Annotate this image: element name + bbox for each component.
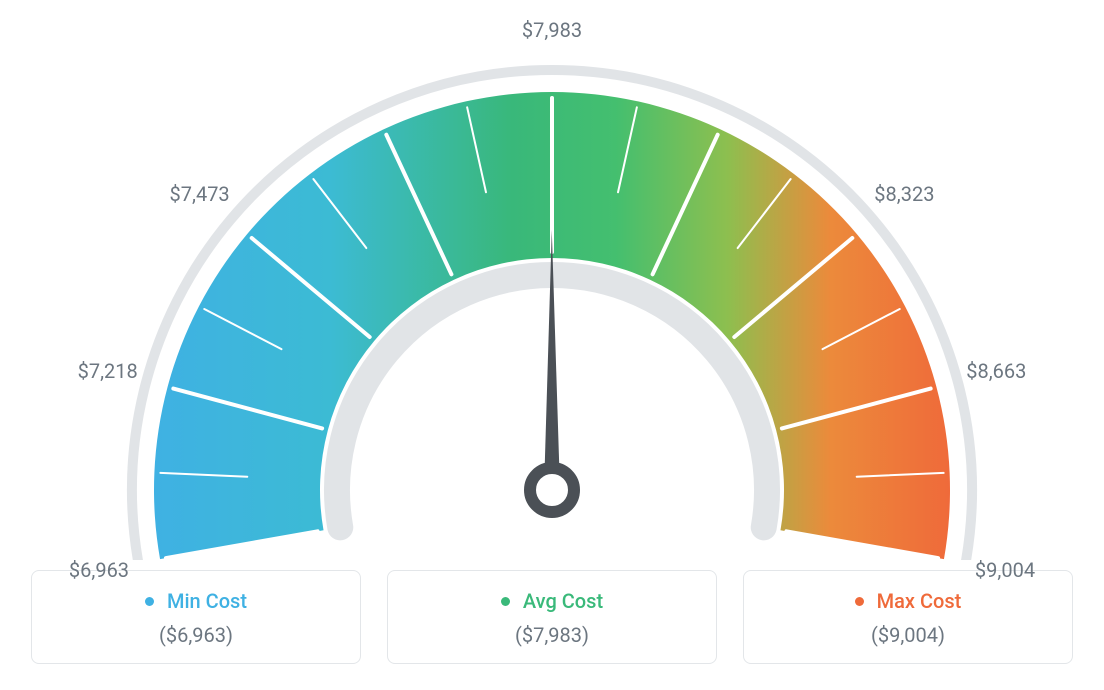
avg-cost-card: Avg Cost ($7,983)	[387, 570, 717, 664]
min-cost-value: ($6,963)	[42, 623, 350, 647]
gauge-tick-label: $7,983	[522, 18, 582, 42]
max-cost-dot-icon	[855, 597, 864, 606]
gauge-tick-label: $8,663	[966, 359, 1026, 383]
cost-gauge-chart: $6,963$7,218$7,473$7,983$8,323$8,663$9,0…	[22, 20, 1082, 560]
avg-cost-dot-icon	[501, 597, 510, 606]
min-cost-title: Min Cost	[42, 589, 350, 613]
gauge-tick-label: $8,323	[874, 182, 934, 206]
min-cost-title-text: Min Cost	[167, 589, 247, 613]
avg-cost-title: Avg Cost	[398, 589, 706, 613]
gauge-labels: $6,963$7,218$7,473$7,983$8,323$8,663$9,0…	[22, 20, 1082, 560]
gauge-tick-label: $7,473	[170, 182, 230, 206]
gauge-tick-label: $6,963	[69, 558, 129, 582]
gauge-tick-label: $9,004	[975, 558, 1035, 582]
max-cost-value: ($9,004)	[754, 623, 1062, 647]
max-cost-title-text: Max Cost	[877, 589, 962, 613]
avg-cost-value: ($7,983)	[398, 623, 706, 647]
max-cost-card: Max Cost ($9,004)	[743, 570, 1073, 664]
gauge-tick-label: $7,218	[78, 359, 138, 383]
min-cost-dot-icon	[145, 597, 154, 606]
cost-cards-row: Min Cost ($6,963) Avg Cost ($7,983) Max …	[31, 570, 1073, 664]
avg-cost-title-text: Avg Cost	[523, 589, 603, 613]
min-cost-card: Min Cost ($6,963)	[31, 570, 361, 664]
max-cost-title: Max Cost	[754, 589, 1062, 613]
